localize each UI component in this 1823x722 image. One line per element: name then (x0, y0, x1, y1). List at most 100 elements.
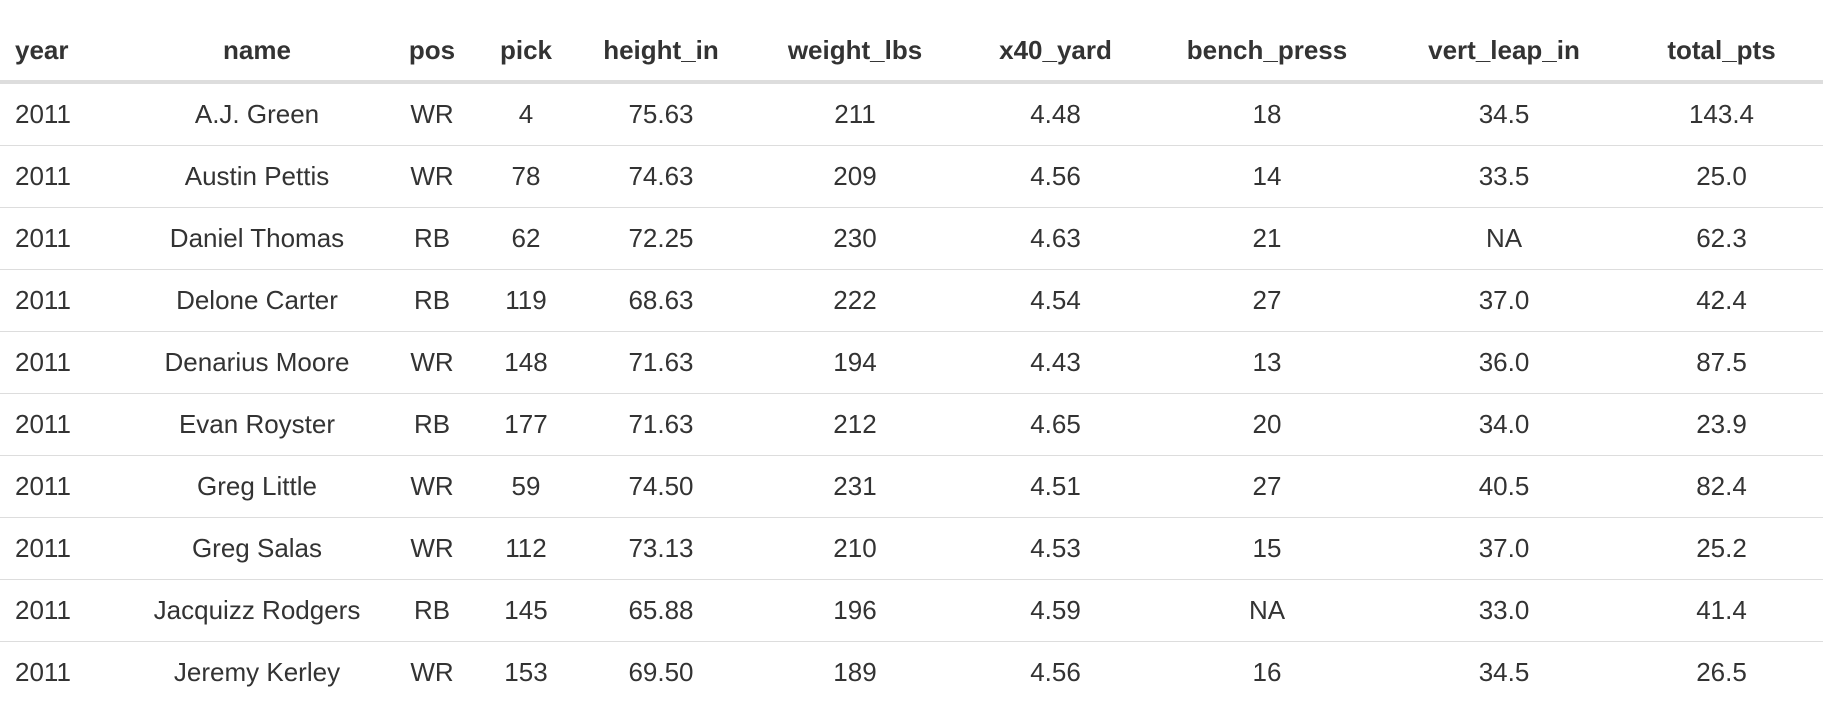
table-header-row: year name pos pick height_in weight_lbs … (0, 20, 1823, 84)
table-row: 2011 Denarius Moore WR 148 71.63 194 4.4… (0, 331, 1823, 394)
cell-total-pts: 23.9 (1620, 393, 1823, 456)
column-header-weight-lbs: weight_lbs (745, 20, 965, 84)
cell-pick: 177 (475, 393, 577, 456)
cell-year: 2011 (0, 145, 125, 208)
cell-year: 2011 (0, 269, 125, 332)
cell-pick: 4 (518, 99, 534, 129)
cell-vert-leap-in: 33.5 (1388, 145, 1620, 208)
column-header-total-pts: total_pts (1620, 20, 1823, 84)
cell-height-in: 68.63 (577, 269, 745, 332)
cell-pick: 62 (475, 207, 577, 270)
data-table: year name pos pick height_in weight_lbs … (0, 20, 1823, 703)
cell-pos: WR (389, 455, 475, 518)
cell-name: Jacquizz Rodgers (125, 579, 389, 642)
cell-vert-leap-in: 40.5 (1388, 455, 1620, 518)
cell-name: Greg Salas (125, 517, 389, 580)
table-row: 2011 Greg Salas WR 112 73.13 210 4.53 15… (0, 517, 1823, 580)
table-body: 2011 A.J. Green WR 4 75.63 211 4.48 18 3… (0, 82, 1823, 703)
cell-pick: 59 (475, 455, 577, 518)
cell-weight-lbs: 189 (745, 641, 965, 703)
cell-weight-lbs: 196 (745, 579, 965, 642)
cell-bench-press: 14 (1146, 145, 1388, 208)
cell-height-in: 72.25 (577, 207, 745, 270)
cell-name: Delone Carter (125, 269, 389, 332)
cell-x40-yard: 4.48 (1030, 99, 1081, 129)
cell-weight-lbs: 209 (745, 145, 965, 208)
cell-height-in: 74.63 (577, 145, 745, 208)
cell-weight-lbs: 231 (745, 455, 965, 518)
cell-weight-lbs: 212 (745, 393, 965, 456)
cell-pick: 153 (475, 641, 577, 703)
cell-bench-press: 27 (1146, 455, 1388, 518)
table-row: 2011 Jacquizz Rodgers RB 145 65.88 196 4… (0, 579, 1823, 642)
cell-bench-press: 21 (1146, 207, 1388, 270)
cell-x40-yard: 4.43 (965, 331, 1146, 394)
cell-total-pts: 26.5 (1620, 641, 1823, 703)
cell-x40-yard: 4.56 (965, 145, 1146, 208)
cell-x40-yard: 4.63 (965, 207, 1146, 270)
cell-bench-press: 27 (1146, 269, 1388, 332)
cell-name: Austin Pettis (125, 145, 389, 208)
cell-height-in: 69.50 (577, 641, 745, 703)
table-row: 2011 Daniel Thomas RB 62 72.25 230 4.63 … (0, 207, 1823, 270)
table-header: year name pos pick height_in weight_lbs … (0, 20, 1823, 84)
table-row: 2011 Jeremy Kerley WR 153 69.50 189 4.56… (0, 641, 1823, 703)
cell-year: 2011 (0, 331, 125, 394)
cell-name: Daniel Thomas (125, 207, 389, 270)
cell-year: 2011 (0, 207, 125, 270)
cell-x40-yard: 4.51 (965, 455, 1146, 518)
cell-name: Evan Royster (125, 393, 389, 456)
table-row: 2011 Greg Little WR 59 74.50 231 4.51 27… (0, 455, 1823, 518)
column-header-height-in: height_in (577, 20, 745, 84)
cell-pick: 145 (475, 579, 577, 642)
cell-weight-lbs: 194 (745, 331, 965, 394)
cell-height-in: 71.63 (577, 331, 745, 394)
cell-name: Greg Little (125, 455, 389, 518)
column-header-vert-leap-in: vert_leap_in (1388, 20, 1620, 84)
cell-pos: WR (389, 331, 475, 394)
cell-pos: WR (389, 145, 475, 208)
cell-height-in: 75.63 (628, 99, 694, 129)
cell-height-in: 71.63 (577, 393, 745, 456)
cell-pos: RB (389, 579, 475, 642)
cell-weight-lbs: 222 (745, 269, 965, 332)
cell-vert-leap-in: NA (1388, 207, 1620, 270)
cell-total-pts: 143.4 (1688, 99, 1755, 129)
data-table-container: year name pos pick height_in weight_lbs … (0, 20, 1823, 703)
cell-bench-press: 15 (1146, 517, 1388, 580)
cell-height-in: 73.13 (577, 517, 745, 580)
column-header-bench-press: bench_press (1146, 20, 1388, 84)
cell-x40-yard: 4.53 (965, 517, 1146, 580)
cell-height-in: 65.88 (577, 579, 745, 642)
table-row: 2011 Delone Carter RB 119 68.63 222 4.54… (0, 269, 1823, 332)
column-header-pick: pick (475, 20, 577, 84)
cell-vert-leap-in: 37.0 (1388, 269, 1620, 332)
cell-pick: 78 (475, 145, 577, 208)
cell-name: Jeremy Kerley (125, 641, 389, 703)
cell-vert-leap-in: 36.0 (1388, 331, 1620, 394)
cell-x40-yard: 4.59 (965, 579, 1146, 642)
cell-vert-leap-in: 34.0 (1388, 393, 1620, 456)
cell-vert-leap-in: 34.5 (1478, 99, 1530, 129)
cell-total-pts: 25.2 (1620, 517, 1823, 580)
table-row: 2011 A.J. Green WR 4 75.63 211 4.48 18 3… (0, 82, 1823, 146)
column-header-x40-yard: x40_yard (965, 20, 1146, 84)
cell-vert-leap-in: 33.0 (1388, 579, 1620, 642)
cell-pick: 112 (475, 517, 577, 580)
cell-pos: RB (389, 393, 475, 456)
column-header-pos: pos (389, 20, 475, 84)
cell-pos: WR (389, 517, 475, 580)
cell-year: 2011 (0, 393, 125, 456)
cell-name: Denarius Moore (125, 331, 389, 394)
cell-total-pts: 87.5 (1620, 331, 1823, 394)
cell-pos: WR (410, 99, 454, 129)
cell-total-pts: 25.0 (1620, 145, 1823, 208)
cell-height-in: 74.50 (577, 455, 745, 518)
table-row: 2011 Evan Royster RB 177 71.63 212 4.65 … (0, 393, 1823, 456)
cell-year: 2011 (0, 579, 125, 642)
column-header-name: name (125, 20, 389, 84)
cell-vert-leap-in: 37.0 (1388, 517, 1620, 580)
cell-x40-yard: 4.54 (965, 269, 1146, 332)
cell-weight-lbs: 230 (745, 207, 965, 270)
cell-pos: WR (389, 641, 475, 703)
